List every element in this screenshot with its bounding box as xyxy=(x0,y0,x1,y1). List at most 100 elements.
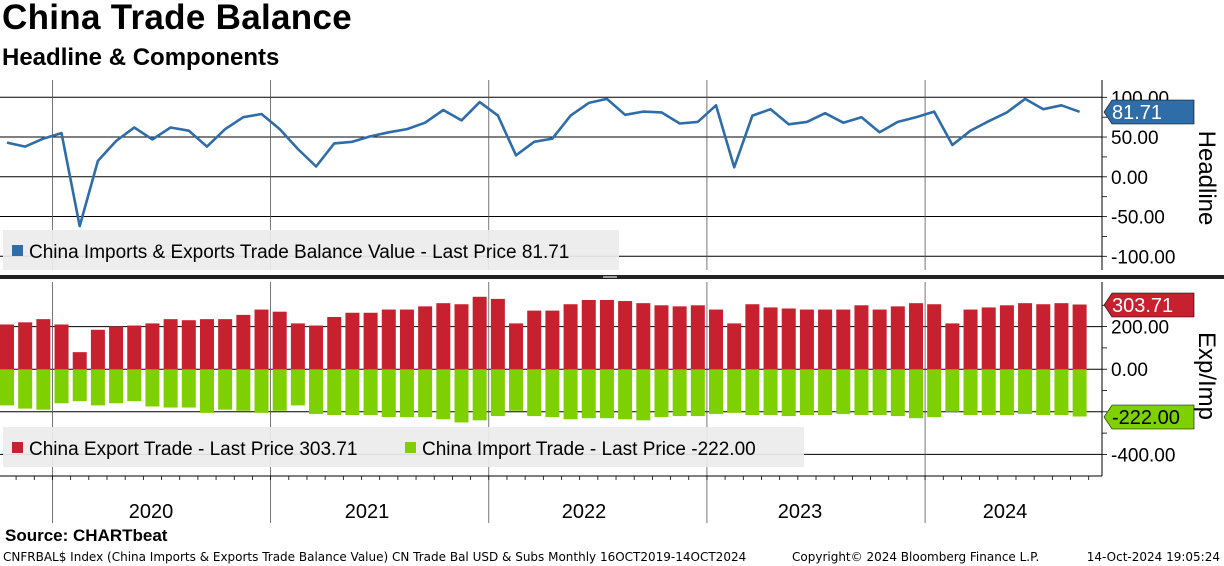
headline-last-value: 81.71 xyxy=(1112,102,1162,124)
export-bar xyxy=(745,304,760,370)
export-legend-swatch xyxy=(12,442,23,453)
export-bar xyxy=(381,309,396,370)
import-bar xyxy=(527,369,542,417)
import-bar xyxy=(127,369,142,402)
export-bar xyxy=(236,314,251,370)
import-bar xyxy=(581,369,596,419)
export-bar xyxy=(981,307,996,370)
export-bar xyxy=(854,305,869,370)
export-bar xyxy=(127,325,142,370)
export-bar xyxy=(90,329,105,370)
chart-subtitle: Headline & Components xyxy=(2,44,280,71)
export-bar xyxy=(999,305,1014,370)
export-bar xyxy=(18,322,33,370)
import-bar xyxy=(1072,369,1087,417)
export-bar xyxy=(927,304,942,370)
import-bar xyxy=(309,369,324,414)
export-bar xyxy=(418,306,433,370)
import-bar xyxy=(927,369,942,418)
export-bar xyxy=(145,323,160,370)
export-bar xyxy=(218,319,233,370)
headline-legend-swatch xyxy=(12,245,23,256)
chart-title: China Trade Balance xyxy=(2,0,352,37)
import-bar xyxy=(163,369,178,408)
export-bar xyxy=(872,309,887,370)
import-bar xyxy=(836,369,851,414)
export-bar xyxy=(254,309,269,370)
import-bar xyxy=(909,369,923,419)
headline-last-value-bg xyxy=(1103,99,1195,125)
bottom-y-tick-label: -400.00 xyxy=(1111,445,1175,466)
import-bar xyxy=(490,369,505,417)
top-y-tick-label: 0.00 xyxy=(1111,168,1148,189)
import-bar xyxy=(399,369,414,418)
import-bar xyxy=(272,369,287,411)
export-bar xyxy=(599,299,614,370)
export-bar xyxy=(963,309,978,370)
index-info: CNFRBAL$ Index (China Imports & Exports … xyxy=(3,550,747,564)
import-bar xyxy=(218,369,233,410)
import-bar xyxy=(290,369,305,406)
top-legend-box xyxy=(3,230,619,270)
import-bar xyxy=(0,369,14,406)
axis-layer: 100.0050.000.00-50.00-100.00200.000.00-4… xyxy=(0,80,1224,523)
import-bar xyxy=(418,369,433,418)
export-bar xyxy=(72,352,87,370)
export-bar xyxy=(199,319,214,370)
export-bar xyxy=(945,323,960,370)
import-bar xyxy=(1054,369,1069,415)
export-bar xyxy=(109,326,124,370)
export-bar xyxy=(436,303,451,370)
import-bar xyxy=(36,369,51,410)
headline-legend-label: China Imports & Exports Trade Balance Va… xyxy=(29,242,569,263)
legend-layer: China Imports & Exports Trade Balance Va… xyxy=(3,230,804,467)
top-y-tick-label: -100.00 xyxy=(1111,247,1175,268)
x-year-label: 2023 xyxy=(778,501,823,523)
export-bar xyxy=(781,308,796,370)
import-bar xyxy=(781,369,796,417)
import-bar xyxy=(181,369,196,408)
export-bar xyxy=(1018,303,1033,370)
export-bar xyxy=(363,312,378,370)
import-last-value-bg xyxy=(1103,404,1195,430)
export-bar xyxy=(1072,304,1087,370)
export-bar xyxy=(345,312,360,370)
import-bar xyxy=(981,369,996,415)
bottom-y-axis-title: Exp/Imp xyxy=(1193,332,1220,420)
export-bar xyxy=(890,306,905,370)
export-bar xyxy=(763,307,778,370)
import-bar xyxy=(599,369,614,419)
bottom-y-tick-label: 200.00 xyxy=(1111,318,1169,339)
import-bar xyxy=(436,369,451,420)
panel-separator-handle xyxy=(603,276,617,278)
export-bar xyxy=(672,306,687,370)
line-layer xyxy=(6,97,1081,228)
import-legend-label: China Import Trade - Last Price -222.00 xyxy=(422,439,756,460)
import-bar xyxy=(818,369,833,415)
export-bar xyxy=(54,324,69,370)
bars-layer xyxy=(0,296,1087,423)
export-bar xyxy=(618,301,633,370)
import-bar xyxy=(636,369,651,421)
export-bar xyxy=(581,299,596,370)
export-bar xyxy=(181,320,196,370)
headline-series-line xyxy=(6,97,1081,228)
import-bar xyxy=(872,369,887,415)
top-y-tick-label: -50.00 xyxy=(1111,208,1165,229)
import-bar xyxy=(745,369,760,415)
export-bar xyxy=(690,305,705,370)
import-bar xyxy=(345,369,360,415)
import-legend-swatch xyxy=(405,442,416,453)
x-year-label: 2020 xyxy=(129,501,174,523)
export-last-value: 303.71 xyxy=(1112,295,1173,317)
export-bar xyxy=(818,309,833,370)
export-bar xyxy=(36,319,51,370)
export-bar xyxy=(909,303,923,370)
export-bar xyxy=(727,323,742,370)
import-bar xyxy=(618,369,633,420)
import-bar xyxy=(690,369,705,417)
top-y-tick-label: 50.00 xyxy=(1111,128,1159,149)
import-bar xyxy=(90,369,105,406)
import-bar xyxy=(472,369,487,421)
